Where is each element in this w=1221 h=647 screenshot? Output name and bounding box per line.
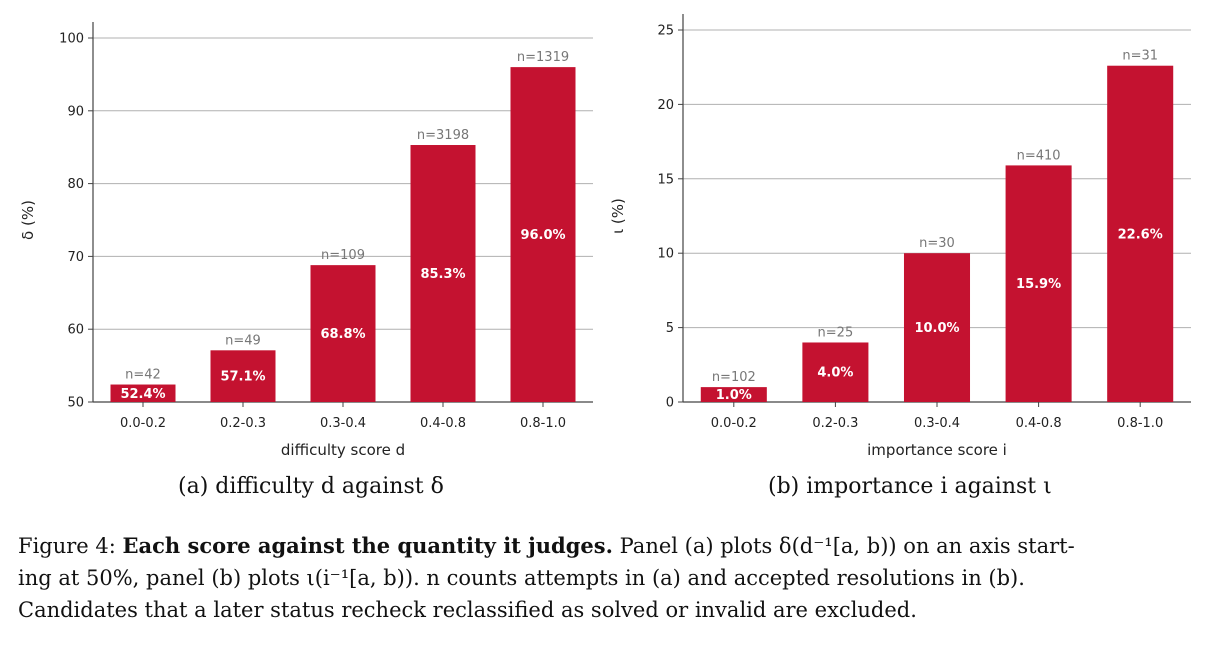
panel-a-bar-2 [310,265,376,402]
panel-a-value-label-2: 68.8% [320,327,365,342]
panel-a-n-label-4: n=1319 [517,50,569,65]
panel-b-ytick-label: 5 [666,321,674,336]
panel-a-xtick-label-0: 0.0-0.2 [120,416,166,431]
figure-caption-line-2: ing at 50%, panel (b) plots ι(i⁻¹[a, b))… [18,566,1025,590]
panel-b-value-label-4: 22.6% [1118,227,1163,242]
panel-b-bar-4 [1107,65,1174,402]
figure-caption-label: Figure 4: [18,534,116,558]
panel-b-ytick-label: 10 [657,247,674,262]
panel-a-value-label-0: 52.4% [120,387,165,402]
panel-a-ytick-label: 60 [67,323,84,338]
panel-a-n-label-0: n=42 [125,368,161,383]
panel-a-ytick-label: 70 [67,250,84,265]
panel-a-x-axis-label: difficulty score d [281,441,405,459]
panel-a-xtick-label-2: 0.3-0.4 [320,416,366,431]
panel-a-ytick-label: 90 [67,104,84,119]
panel-b-n-label-4: n=31 [1122,49,1158,64]
figure-charts: 5060708090100n=4252.4%0.0-0.2n=4957.1%0.… [19,14,1191,459]
panel-b-ytick-label: 15 [657,172,674,187]
panel-a-xtick-label-1: 0.2-0.3 [220,416,266,431]
panel-a-value-label-1: 57.1% [220,370,265,385]
panel-b-ytick-label: 20 [657,98,674,113]
panel-a-value-label-3: 85.3% [420,267,465,282]
panel-a-xtick-label-4: 0.8-1.0 [520,416,566,431]
panel-b-value-label-1: 4.0% [817,366,853,381]
panel-b-bar-3 [1005,165,1072,402]
panel-b-ytick-label: 25 [657,24,674,39]
panel-a-value-label-4: 96.0% [520,228,565,243]
panel-a-n-label-2: n=109 [321,248,365,263]
panel-b-ytick-label: 0 [666,396,674,411]
panel-b-x-axis-label: importance score i [867,441,1007,459]
panel-b-caption: (b) importance i against ι [768,474,1052,499]
panel-b-value-label-3: 15.9% [1016,277,1061,292]
panel-b-xtick-label-1: 0.2-0.3 [812,416,858,431]
figure-caption-line1-rest: Panel (a) plots δ(d⁻¹[a, b)) on an axis … [619,534,1075,558]
panel-a-xtick-label-3: 0.4-0.8 [420,416,466,431]
panel-a-ytick-label: 100 [59,32,84,47]
panel-a-bar-4 [510,67,576,403]
panel-a-caption: (a) difficulty d against δ [178,474,444,499]
panel-a-ytick-label: 50 [67,396,84,411]
panel-b-value-label-0: 1.0% [716,388,752,403]
panel-a-y-axis-label: δ (%) [19,200,37,240]
panel-b-n-label-0: n=102 [712,370,756,385]
panel-a-bar-0 [110,384,176,402]
figure-caption-bold: Each score against the quantity it judge… [122,533,613,558]
panel-b-value-label-2: 10.0% [914,321,959,336]
panel-b-bar-0 [700,387,767,402]
panel-b-n-label-3: n=410 [1017,148,1061,163]
panel-b-y-axis-label: ι (%) [609,198,627,234]
panel-b-xtick-label-3: 0.4-0.8 [1016,416,1062,431]
panel-b-n-label-2: n=30 [919,236,955,251]
figure-caption-line-1: Figure 4: Each score against the quantit… [18,530,1208,562]
panel-b-bar-2 [903,253,971,402]
panel-a-n-label-3: n=3198 [417,128,469,143]
panel-b-n-label-1: n=25 [818,325,854,340]
panel-b-xtick-label-2: 0.3-0.4 [914,416,960,431]
panel-a-ytick-label: 80 [67,177,84,192]
panel-a-bar-3 [410,145,476,403]
panel-b-bar-1 [802,342,869,402]
panel-a-bar-1 [210,350,276,402]
figure-caption-line-3: Candidates that a later status recheck r… [18,598,917,622]
figure-caption: Figure 4: Each score against the quantit… [18,530,1208,626]
panel-b-xtick-label-4: 0.8-1.0 [1117,416,1163,431]
panel-a-n-label-1: n=49 [225,333,261,348]
panel-b-xtick-label-0: 0.0-0.2 [711,416,757,431]
